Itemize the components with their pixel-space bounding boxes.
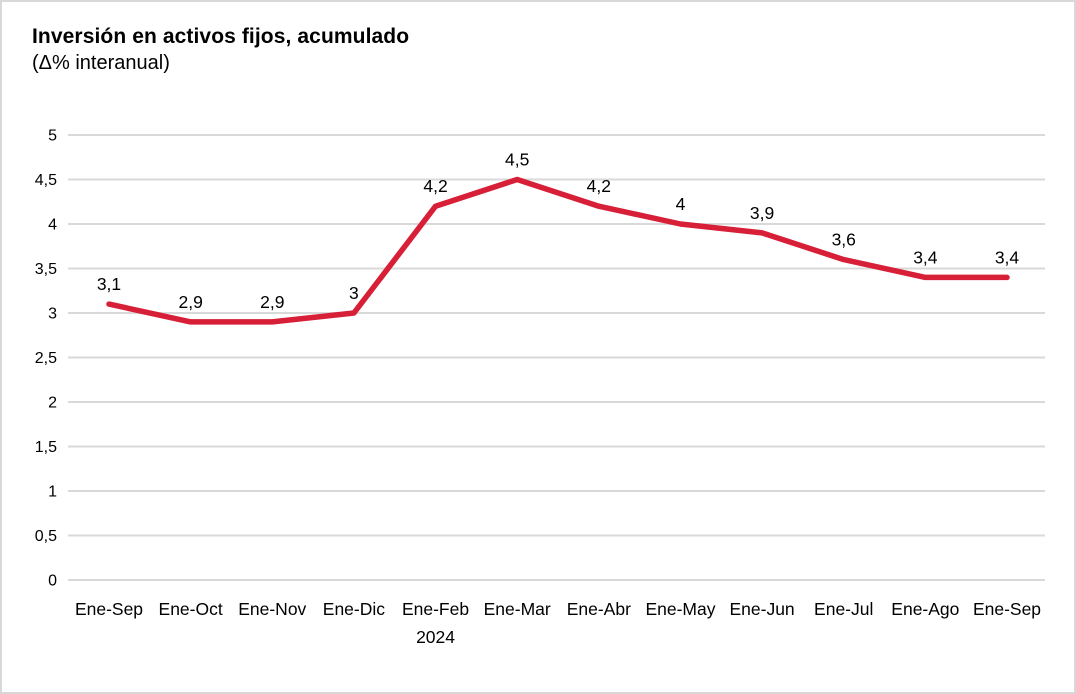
x-axis-tick-label: Ene-Mar	[484, 599, 551, 619]
x-axis-tick-label: Ene-Jul	[814, 599, 873, 619]
y-axis-tick-label: 1	[48, 484, 57, 501]
data-series-line	[106, 176, 1010, 325]
y-axis-tick-label: 1,5	[35, 439, 57, 456]
y-axis-tick-label: 2	[48, 395, 57, 412]
y-axis-tick-label: 5	[48, 128, 57, 145]
data-point-label: 4,5	[505, 150, 529, 170]
y-axis-tick-label: 0	[48, 573, 57, 590]
data-point-label: 3,4	[913, 247, 938, 267]
x-axis-tick-label: Ene-Jun	[729, 599, 794, 619]
data-point-label: 4,2	[587, 176, 611, 196]
x-axis-tick-label: Ene-Sep	[75, 599, 143, 619]
y-axis-tick-label: 4	[48, 217, 57, 234]
x-axis-tick-label: Ene-May	[645, 599, 715, 619]
y-axis-tick-label: 4,5	[35, 172, 57, 189]
x-axis-tick-label: Ene-Oct	[159, 599, 223, 619]
x-axis-tick-label: Ene-Feb	[402, 599, 469, 619]
chart-header: Inversión en activos fijos, acumulado (Δ…	[32, 24, 409, 76]
data-point-label: 4,2	[423, 176, 447, 196]
x-axis-tick-label: Ene-Ago	[891, 599, 959, 619]
data-point-label: 3	[349, 283, 359, 303]
y-axis-tick-label: 3	[48, 306, 57, 323]
data-point-label: 3,1	[97, 274, 121, 294]
data-point-label: 3,4	[995, 247, 1020, 267]
x-axis-year-label: 2024	[416, 627, 455, 647]
y-axis-tick-label: 0,5	[35, 528, 57, 545]
y-axis-tick-label: 2,5	[35, 350, 57, 367]
chart-title: Inversión en activos fijos, acumulado	[32, 25, 410, 48]
data-point-label: 4	[676, 194, 686, 214]
data-point-label: 2,9	[260, 292, 284, 312]
x-axis-tick-label: Ene-Sep	[973, 599, 1041, 619]
data-point-label: 2,9	[178, 292, 202, 312]
data-point-label: 3,9	[750, 203, 774, 223]
x-axis-tick-label: Ene-Abr	[567, 599, 631, 619]
x-axis-tick-label: Ene-Nov	[238, 599, 306, 619]
y-axis-tick-label: 3,5	[35, 261, 57, 278]
chart-subtitle: (Δ% interanual)	[32, 52, 170, 75]
data-point-label: 3,6	[832, 230, 856, 250]
x-axis-tick-label: Ene-Dic	[323, 599, 385, 619]
